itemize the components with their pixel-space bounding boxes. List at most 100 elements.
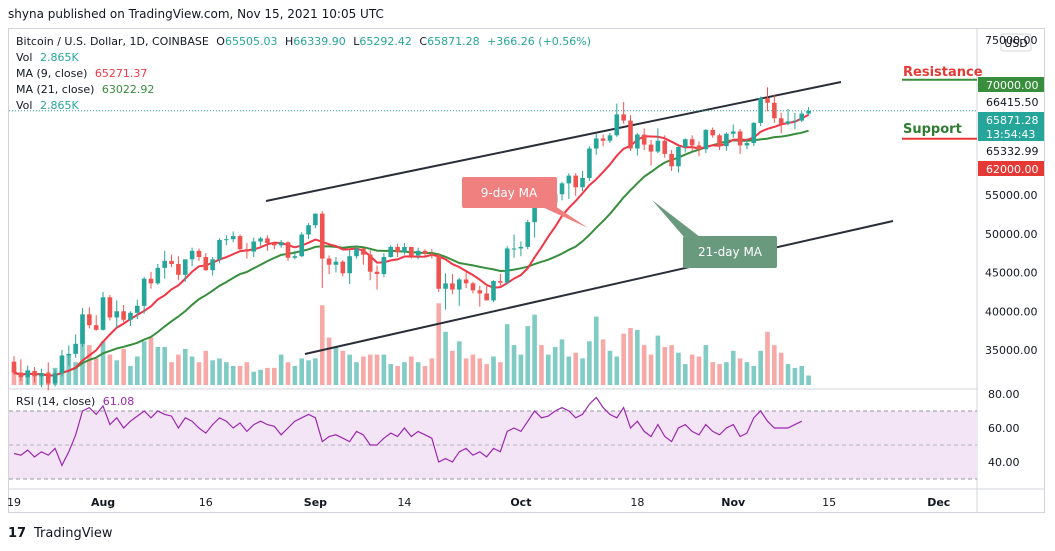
volume-bar [532, 314, 537, 385]
candle-body [463, 279, 469, 284]
volume-bar [169, 362, 174, 385]
volume-bar [566, 356, 572, 385]
time-tick-label: Oct [510, 496, 531, 509]
support-label: Support [903, 122, 962, 137]
rsi-legend[interactable]: RSI (14, close) 61.08 [16, 395, 134, 408]
candle-body [59, 355, 65, 374]
candle-body [703, 129, 709, 150]
candle-body [477, 290, 483, 294]
rsi-line [13, 396, 803, 467]
candle-body [429, 253, 435, 256]
price-axis-label: 65332.99 [986, 145, 1039, 158]
volume-bar [107, 354, 113, 385]
candle-body [80, 314, 85, 344]
candle-body [25, 370, 30, 378]
time-tick-label: 14 [397, 496, 411, 509]
volume-bar [182, 348, 188, 385]
volume-bar [176, 354, 181, 385]
candle-body [498, 281, 503, 283]
candle-body [224, 239, 229, 241]
support-channel-line [304, 220, 894, 355]
ma21-label: MA (21, close) [16, 83, 95, 96]
candle-body [559, 183, 565, 195]
open-value: 65505.03 [224, 35, 278, 48]
candle-body [683, 139, 688, 147]
candle-body [648, 144, 654, 152]
candle-body [765, 98, 770, 103]
volume-bar [655, 335, 661, 385]
legend-ma9-row[interactable]: MA (9, close) 65271.37 [16, 66, 591, 82]
volume-bar [662, 347, 668, 385]
candle-body [361, 248, 366, 255]
volume-bar [580, 358, 585, 385]
time-tick-label: Sep [304, 496, 327, 509]
volume-bar [409, 356, 414, 385]
price-tick-label: 40000.00 [985, 305, 1038, 318]
volume-bar [683, 364, 688, 385]
candle-body [504, 248, 510, 283]
volume-bar [189, 356, 195, 385]
volume-bar [806, 375, 811, 385]
time-tick-label: 15 [822, 496, 836, 509]
volume-bar [93, 358, 99, 385]
candle-body [319, 213, 325, 259]
legend-vol2-row[interactable]: Vol 2.865K [16, 98, 591, 114]
candle-body [367, 254, 373, 272]
candle-body [628, 120, 633, 149]
symbol-label[interactable]: Bitcoin / U.S. Dollar, 1D, COINBASE [16, 35, 209, 48]
volume-bar [272, 367, 277, 385]
volume-bar [347, 354, 352, 385]
volume-bar [669, 345, 674, 385]
tradingview-brand[interactable]: TradingView [34, 525, 113, 541]
volume-bar [710, 362, 715, 385]
candle-body [806, 110, 811, 114]
volume-bar [73, 362, 78, 385]
price-axis-label: 70000.00 [986, 79, 1039, 92]
candle-body [285, 242, 291, 258]
price-tick-label: 45000.00 [985, 267, 1038, 280]
volume-bar [422, 366, 428, 385]
candle-body [39, 373, 44, 377]
candle-body [785, 121, 791, 124]
candle-body [641, 134, 647, 145]
candle-body [244, 249, 250, 252]
volume-bar [230, 366, 236, 385]
legend-ma21-row[interactable]: MA (21, close) 63022.92 [16, 82, 591, 98]
high-label: H [284, 35, 294, 48]
volume-bar [600, 339, 606, 385]
volume-bar [463, 358, 469, 385]
volume-bar [758, 350, 763, 385]
volume-bar [217, 358, 222, 385]
resistance-channel-line [265, 81, 842, 202]
price-axis-label: 66415.50 [986, 96, 1039, 109]
candle-body [758, 98, 763, 123]
volume-bar [785, 364, 791, 385]
ma21-value: 63022.92 [101, 83, 155, 96]
volume-bar [278, 354, 284, 385]
volume-bar [511, 345, 517, 385]
volume-bar [778, 352, 784, 385]
price-axis-label: 62000.00 [986, 163, 1039, 176]
chart-frame[interactable] [8, 28, 1045, 513]
tradingview-logo-icon[interactable]: 17 [8, 525, 27, 541]
candle-body [409, 246, 414, 256]
volume-bar [450, 350, 455, 385]
ma21-annotation-pointer [652, 200, 700, 237]
candle-body [573, 175, 578, 188]
candle-body [566, 175, 572, 184]
volume-bar [539, 345, 544, 385]
candle-body [203, 257, 209, 271]
candle-body [587, 148, 592, 178]
candle-body [210, 259, 215, 271]
candle-body [730, 131, 736, 134]
volume-bar [772, 345, 777, 385]
volume-bar [477, 358, 483, 385]
candle-body [593, 138, 599, 149]
volume-bar [470, 354, 476, 385]
legend-vol-row[interactable]: Vol 2.865K [16, 50, 591, 66]
volume-bar [799, 366, 805, 385]
candle-body [100, 297, 106, 330]
volume-bar [744, 362, 750, 385]
candle-body [662, 140, 668, 154]
